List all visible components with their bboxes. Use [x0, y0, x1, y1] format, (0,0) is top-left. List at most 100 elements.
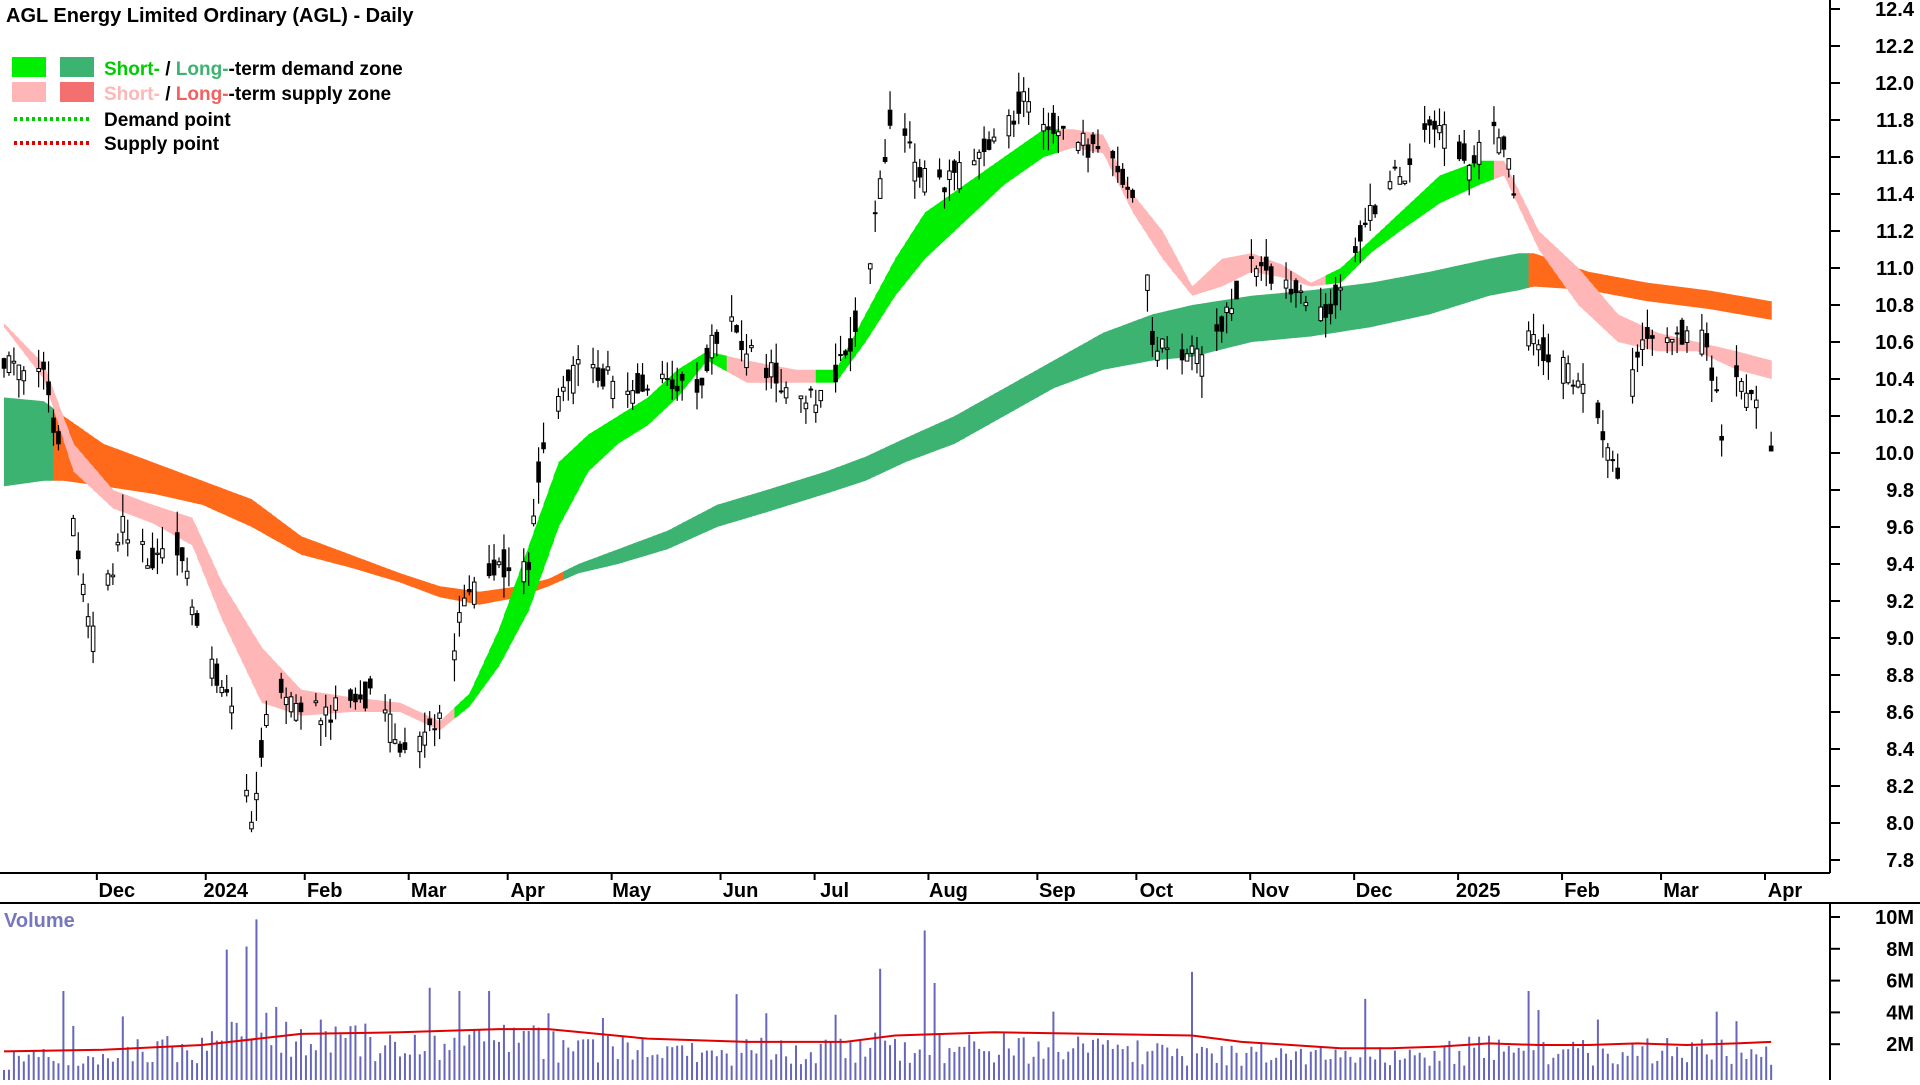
candle-body [1150, 330, 1155, 345]
long-zone-segment [736, 497, 743, 522]
candle-body [1541, 337, 1546, 362]
long-zone-segment [1078, 343, 1084, 379]
short-zone-segment [1731, 350, 1738, 370]
long-zone-segment [404, 574, 411, 587]
candle-body [1615, 467, 1621, 479]
long-zone-segment [563, 568, 569, 580]
short-zone-segment [508, 587, 515, 648]
candle-body [1303, 302, 1309, 307]
short-zone-segment [1573, 263, 1579, 305]
short-zone-segment [8, 328, 15, 341]
candle-body [1565, 363, 1571, 384]
long-zone-segment [835, 465, 842, 491]
short-zone-segment [1137, 200, 1144, 228]
long-zone-segment [1152, 313, 1158, 361]
month-tick-label: 2025 [1456, 880, 1501, 902]
short-zone-segment [890, 258, 896, 304]
candle-body [1387, 181, 1393, 190]
short-zone-segment [979, 170, 985, 208]
long-zone-segment [954, 413, 960, 444]
long-zone-segment [1355, 284, 1361, 330]
short-zone-segment [1766, 359, 1772, 379]
candle-body [189, 606, 195, 616]
candle-body [640, 374, 645, 392]
short-zone-segment [221, 582, 228, 630]
long-zone-segment [1741, 296, 1747, 316]
long-zone-segment [1642, 281, 1648, 302]
long-zone-segment [875, 449, 881, 477]
candle-body [1664, 337, 1670, 343]
long-zone-segment [593, 556, 599, 570]
long-zone-segment [944, 418, 951, 448]
candle-body [803, 402, 809, 410]
short-zone-segment [1479, 160, 1485, 185]
candle-body [749, 345, 754, 349]
long-zone-segment [162, 465, 168, 498]
short-zone-segment [1484, 160, 1490, 183]
candle-body [1115, 165, 1121, 173]
short-zone-segment [395, 702, 401, 712]
price-tick-label: 11.4 [1876, 184, 1915, 206]
price-tick-label: 8.6 [1886, 702, 1914, 724]
long-zone-segment [197, 478, 203, 505]
short-zone-segment [236, 606, 243, 662]
long-zone-segment [1083, 341, 1089, 378]
legend-long-label: Long- [176, 84, 229, 105]
short-zone-segment [994, 160, 1000, 194]
candle-body [907, 141, 913, 144]
candle-body [318, 720, 324, 726]
candle-body [1605, 447, 1611, 461]
long-zone-segment [1533, 253, 1540, 287]
short-zone-segment [58, 403, 64, 441]
long-zone-segment [137, 456, 144, 493]
short-zone-segment [791, 368, 797, 383]
candle-body [392, 739, 398, 744]
candle-body [491, 559, 497, 576]
long-zone-segment [117, 449, 124, 490]
long-zone-segment [266, 510, 272, 539]
candle-body [957, 162, 962, 190]
long-zone-segment [142, 458, 149, 493]
short-zone-segment [810, 369, 817, 383]
candle-body [1249, 256, 1254, 259]
short-zone-segment [1216, 258, 1223, 289]
candle-body [1016, 91, 1022, 114]
short-zone-segment [860, 314, 866, 349]
candle-body [402, 742, 408, 750]
candle-body [155, 552, 160, 555]
long-zone-segment [1310, 289, 1317, 337]
candle-body [1432, 120, 1437, 130]
short-zone-segment [1761, 357, 1767, 378]
short-zone-segment [687, 360, 693, 386]
candle-body [610, 380, 616, 400]
candle-body [561, 386, 566, 392]
month-tick-label: May [612, 880, 652, 902]
long-zone-segment [187, 475, 193, 503]
long-zone-segment [127, 453, 134, 491]
short-zone-segment [1657, 332, 1663, 352]
short-zone-segment [1177, 258, 1183, 284]
price-tick-label: 8.8 [1886, 665, 1914, 687]
long-zone-segment [1187, 305, 1193, 358]
short-zone-segment [627, 406, 634, 438]
short-demand-swatch [12, 57, 46, 77]
short-zone-segment [756, 362, 762, 383]
candle-body [462, 597, 467, 607]
long-zone-segment [578, 562, 584, 574]
short-zone-segment [464, 693, 470, 711]
candle-body [526, 561, 532, 571]
candle-body [1224, 306, 1229, 314]
candle-body [1051, 112, 1056, 134]
candle-body [1268, 266, 1274, 284]
short-zone-segment [132, 497, 139, 518]
long-zone-segment [994, 391, 1000, 422]
month-tick-label: Oct [1140, 880, 1174, 902]
short-zone-segment [1444, 171, 1450, 201]
long-zone-segment [756, 491, 762, 516]
long-zone-segment [929, 424, 936, 453]
short-zone-segment [1424, 184, 1431, 214]
candle-body [1739, 381, 1744, 392]
short-zone-segment [944, 195, 951, 241]
candle-body [145, 565, 150, 569]
